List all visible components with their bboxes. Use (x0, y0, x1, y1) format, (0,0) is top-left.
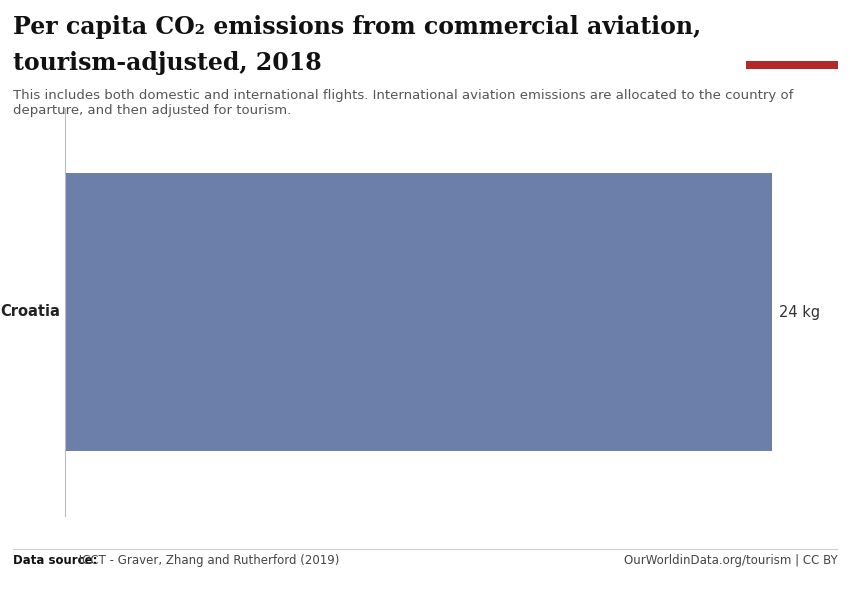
Bar (746, 61, 838, 69)
Text: This includes both domestic and international flights. International aviation em: This includes both domestic and internat… (13, 89, 793, 117)
Text: Croatia: Croatia (1, 304, 60, 319)
Bar (65, 173, 772, 451)
Text: ICCT - Graver, Zhang and Rutherford (2019): ICCT - Graver, Zhang and Rutherford (201… (75, 554, 339, 567)
Text: tourism-adjusted, 2018: tourism-adjusted, 2018 (13, 51, 321, 75)
Text: Data source:: Data source: (13, 554, 97, 567)
Text: OurWorldinData.org/tourism | CC BY: OurWorldinData.org/tourism | CC BY (624, 554, 837, 567)
Text: Per capita CO₂ emissions from commercial aviation,: Per capita CO₂ emissions from commercial… (13, 15, 701, 39)
Text: Our World
in Data: Our World in Data (754, 19, 830, 48)
Text: 24 kg: 24 kg (779, 304, 819, 319)
